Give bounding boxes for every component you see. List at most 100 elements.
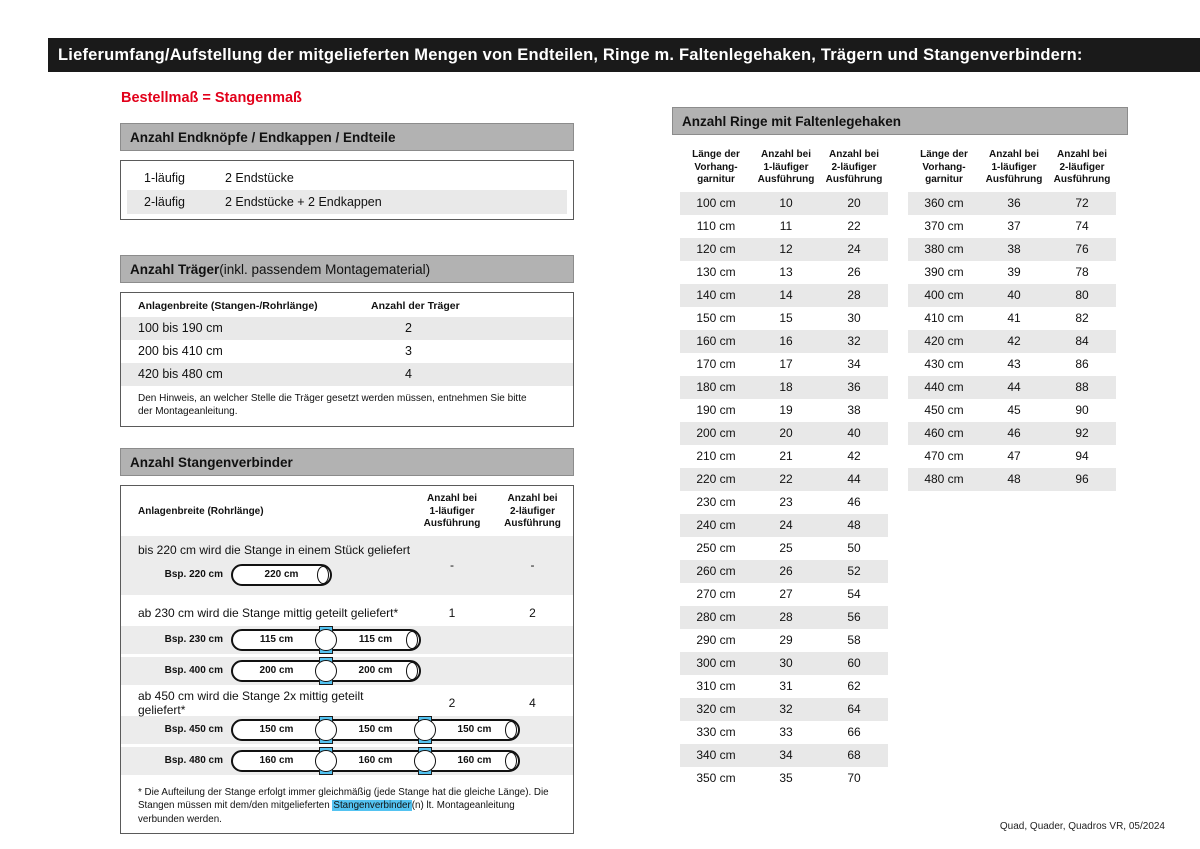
- ringe-row: 460 cm 46 92: [908, 421, 1116, 445]
- section-header-traeger-bold: Anzahl Träger: [130, 261, 220, 277]
- traeger-row-count: 2: [405, 321, 412, 335]
- ringe-count-2: 74: [1075, 219, 1089, 233]
- ringe-count-1: 19: [779, 403, 793, 417]
- ringe-length: 350 cm: [696, 771, 736, 785]
- ringe-count-1: 41: [1007, 311, 1021, 325]
- ringe-count-2: 76: [1075, 242, 1089, 256]
- ringe-tables: Länge der Vorhang- garnitur Anzahl bei 1…: [672, 135, 1128, 790]
- ringe-row: 270 cm 27 54: [680, 583, 888, 606]
- ringe-length: 240 cm: [696, 518, 736, 532]
- right-column: Anzahl Ringe mit Faltenlegehaken Länge d…: [672, 107, 1128, 790]
- ringe-count-1: 44: [1007, 380, 1021, 394]
- rod-connector-icon: [315, 746, 337, 775]
- ringe-count-1: 31: [779, 679, 793, 693]
- ringe-row: 350 cm 35 70: [680, 767, 888, 790]
- ringe-count-2: 64: [847, 702, 861, 716]
- ringe-col-length: Länge der Vorhang- garnitur: [920, 149, 968, 185]
- ringe-count-2: 46: [847, 495, 861, 509]
- ringe-length: 390 cm: [924, 265, 964, 279]
- ringe-length: 220 cm: [696, 472, 736, 486]
- ringe-count-2: 56: [847, 610, 861, 624]
- ringe-row: 480 cm 48 96: [908, 467, 1116, 491]
- rod-segment: 160 cm: [457, 754, 492, 766]
- ringe-count-2: 24: [847, 242, 861, 256]
- ringe-row: 100 cm 10 20: [680, 191, 888, 215]
- ringe-row: 160 cm 16 32: [680, 329, 888, 353]
- count-1-laeufig: 1: [448, 605, 456, 620]
- ringe-row: 260 cm 26 52: [680, 559, 888, 583]
- document-footer: Quad, Quader, Quadros VR, 05/2024: [999, 821, 1165, 832]
- ringe-row: 180 cm 18 36: [680, 375, 888, 399]
- ringe-col-length: Länge der Vorhang- garnitur: [692, 149, 740, 185]
- ringe-count-1: 42: [1007, 334, 1021, 348]
- ringe-length: 340 cm: [696, 748, 736, 762]
- ringe-row: 130 cm 13 26: [680, 261, 888, 284]
- ringe-table-100-350: Länge der Vorhang- garnitur Anzahl bei 1…: [680, 143, 888, 790]
- page-title: Lieferumfang/Aufstellung der mitgeliefer…: [58, 45, 1083, 64]
- ringe-length: 250 cm: [696, 541, 736, 555]
- ringe-row: 290 cm 29 58: [680, 629, 888, 652]
- rod-segment: 150 cm: [259, 723, 294, 735]
- ringe-row: 430 cm 43 86: [908, 353, 1116, 376]
- ringe-row: 340 cm 34 68: [680, 743, 888, 767]
- ringe-length: 110 cm: [696, 219, 736, 233]
- ringe-length: 170 cm: [696, 357, 736, 371]
- ringe-count-1: 35: [779, 771, 793, 785]
- ringe-count-1: 43: [1007, 357, 1021, 371]
- rod-segment: 160 cm: [259, 754, 294, 766]
- rod-segment: 150 cm: [358, 723, 393, 735]
- ringe-length: 370 cm: [924, 219, 964, 233]
- ringe-length: 290 cm: [696, 633, 736, 647]
- ringe-count-1: 23: [779, 495, 793, 509]
- example-label: Bsp. 220 cm: [164, 569, 223, 580]
- ringe-count-2: 20: [847, 196, 861, 210]
- ringe-row: 380 cm 38 76: [908, 237, 1116, 261]
- rod-diagram: 200 cm 200 cm: [231, 656, 421, 685]
- traeger-row-range: 420 bis 480 cm: [138, 367, 223, 381]
- traeger-row: 100 bis 190 cm 2: [121, 317, 573, 340]
- rod-segment: 115 cm: [259, 633, 294, 645]
- ringe-count-2: 58: [847, 633, 861, 647]
- ringe-count-1: 45: [1007, 403, 1021, 417]
- ringe-length: 310 cm: [696, 679, 736, 693]
- ringe-count-1: 30: [779, 656, 793, 670]
- rod-example-row: Bsp. 450 cm 150 cm 150 cm 150 cm: [121, 715, 573, 744]
- ringe-count-2: 22: [847, 219, 861, 233]
- verbinder-table-header: Anlagenbreite (Rohrlänge) Anzahl bei 1-l…: [121, 486, 573, 536]
- ringe-row: 220 cm 22 44: [680, 467, 888, 491]
- group-description: ab 230 cm wird die Stange mittig geteilt…: [138, 605, 399, 620]
- ringe-header-row: Länge der Vorhang- garnitur Anzahl bei 1…: [908, 143, 1116, 192]
- footnote-text: * Die Aufteilung der Stange erfolgt imme…: [138, 786, 549, 812]
- ringe-length: 260 cm: [696, 564, 736, 578]
- count-1-laeufig: -: [450, 558, 454, 572]
- rod-segment: 200 cm: [259, 664, 294, 676]
- ringe-col-two: Anzahl bei 2-läufiger Ausführung: [825, 149, 883, 185]
- rod-connector-icon: [315, 715, 337, 744]
- ringe-count-2: 38: [847, 403, 861, 417]
- ringe-row: 190 cm 19 38: [680, 399, 888, 422]
- verbinder-col-width: Anlagenbreite (Rohrlänge): [138, 506, 264, 518]
- ringe-count-1: 29: [779, 633, 793, 647]
- ringe-count-2: 86: [1075, 357, 1089, 371]
- group-description-line: ab 230 cm wird die Stange mittig geteilt…: [121, 600, 573, 626]
- ringe-count-2: 26: [847, 265, 861, 279]
- ringe-length: 210 cm: [696, 449, 736, 463]
- endteile-row-label: 1-läufig: [144, 171, 185, 185]
- order-size-note: Bestellmaß = Stangenmaß: [121, 90, 302, 106]
- ringe-length: 470 cm: [924, 449, 964, 463]
- ringe-count-2: 40: [847, 426, 861, 440]
- ringe-count-2: 94: [1075, 449, 1089, 463]
- ringe-row: 200 cm 20 40: [680, 421, 888, 445]
- ringe-count-2: 34: [847, 357, 861, 371]
- ringe-count-2: 60: [847, 656, 861, 670]
- traeger-row-count: 4: [405, 367, 412, 381]
- ringe-col-two: Anzahl bei 2-läufiger Ausführung: [1053, 149, 1111, 185]
- ringe-count-2: 44: [847, 472, 861, 486]
- rod-endcap-icon: [505, 720, 517, 739]
- ringe-length: 320 cm: [696, 702, 736, 716]
- ringe-row: 140 cm 14 28: [680, 283, 888, 307]
- traeger-row-range: 200 bis 410 cm: [138, 344, 223, 358]
- ringe-count-1: 22: [779, 472, 793, 486]
- ringe-length: 140 cm: [696, 288, 736, 302]
- ringe-count-2: 42: [847, 449, 861, 463]
